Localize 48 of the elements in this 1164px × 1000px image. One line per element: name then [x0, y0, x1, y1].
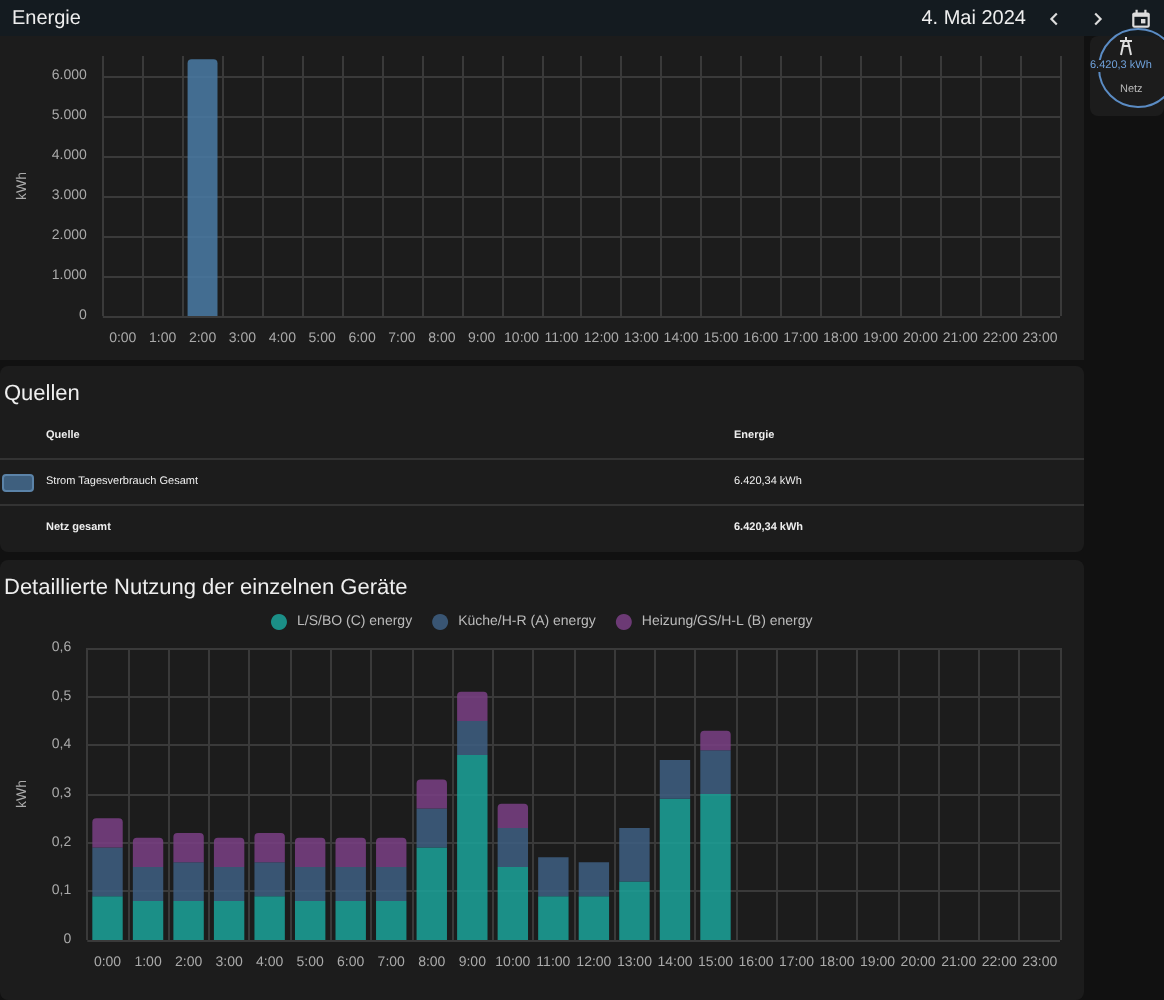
- bar: [213, 867, 245, 902]
- bar: [416, 847, 447, 940]
- chart-title: Detaillierte Nutzung der einzelnen Geräte: [2, 574, 410, 604]
- bar: [376, 867, 407, 902]
- bar: [92, 847, 123, 897]
- chart-subtitle: 4. Mai 2024: [921, 7, 1026, 29]
- bar: [416, 808, 447, 848]
- bar: [213, 901, 245, 940]
- bar: [619, 881, 650, 940]
- bar: [700, 750, 731, 794]
- bar: [173, 832, 204, 863]
- bar: [335, 837, 366, 867]
- bar: [132, 867, 164, 902]
- bar: [376, 837, 407, 867]
- bar: [578, 896, 610, 940]
- bar: [659, 798, 691, 940]
- bar: [92, 818, 123, 848]
- bar: [497, 867, 529, 940]
- bar: [619, 828, 650, 882]
- bar: [538, 896, 569, 940]
- bar: [294, 837, 326, 867]
- bar: [173, 862, 204, 902]
- bar: [497, 828, 529, 867]
- bar: [294, 867, 326, 902]
- bar: [92, 896, 123, 940]
- bar: [457, 691, 488, 721]
- bar: [538, 857, 569, 897]
- bar: [497, 803, 529, 829]
- bar: [416, 779, 447, 809]
- bar: [457, 721, 488, 756]
- bar: [294, 901, 326, 940]
- bar: [578, 862, 610, 897]
- bar: [254, 832, 285, 863]
- bar: [335, 867, 366, 902]
- bar: [132, 901, 164, 940]
- bar: [376, 901, 407, 940]
- bar: [659, 759, 691, 799]
- bar: [254, 862, 285, 897]
- chart-title: Energie: [12, 7, 81, 29]
- bar: [132, 837, 164, 867]
- bar: [173, 901, 204, 940]
- bar: [700, 794, 731, 940]
- text: Quellen: [2, 380, 82, 410]
- bar: [700, 730, 731, 751]
- bar: [457, 755, 488, 940]
- bar: [213, 837, 245, 867]
- bar: [335, 901, 366, 940]
- bar: [254, 896, 285, 940]
